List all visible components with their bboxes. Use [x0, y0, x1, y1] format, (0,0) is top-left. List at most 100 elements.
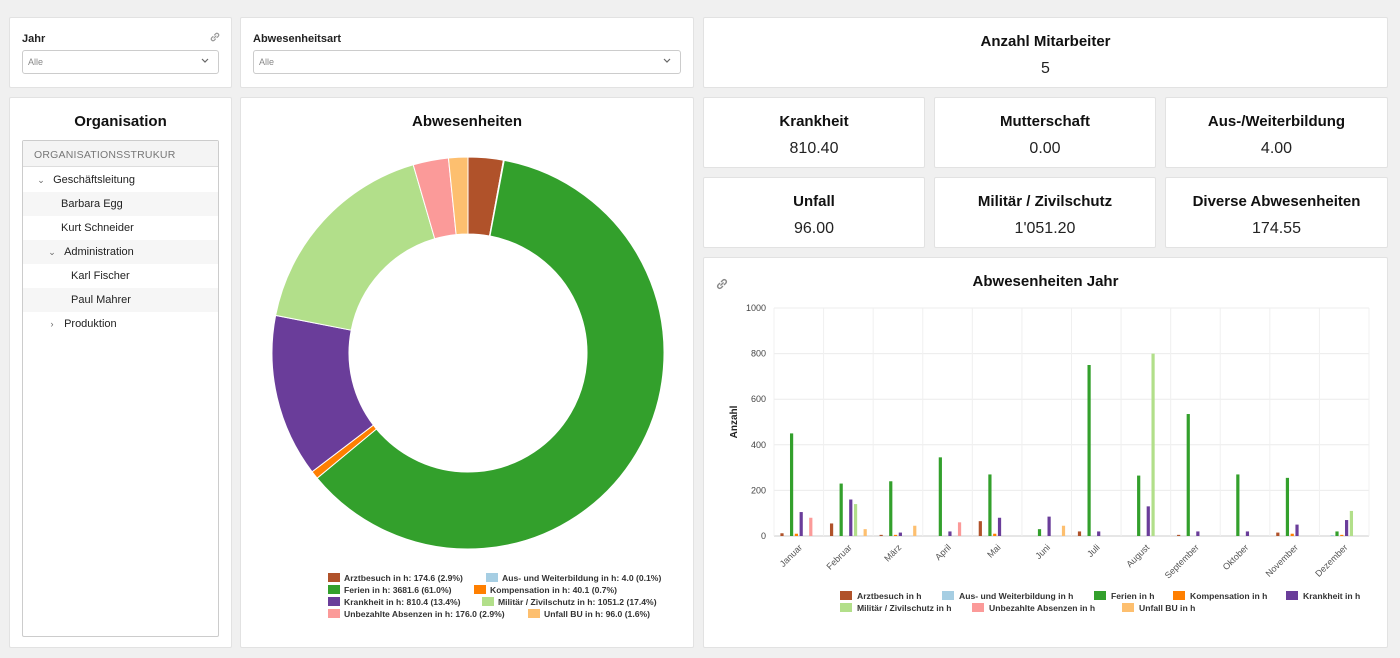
tree-node-paul-mahrer[interactable]: Paul Mahrer — [23, 288, 218, 312]
tree-node-administration[interactable]: ⌄ Administration — [23, 240, 218, 264]
legend-item[interactable]: Ferien in h — [1094, 591, 1154, 601]
legend-swatch — [474, 585, 486, 594]
bar[interactable] — [1037, 529, 1042, 536]
bar[interactable] — [789, 433, 794, 536]
bar[interactable] — [849, 499, 853, 536]
bar[interactable] — [1186, 414, 1190, 536]
bar[interactable] — [1340, 534, 1344, 536]
bar[interactable] — [948, 531, 952, 536]
bar[interactable] — [780, 533, 784, 536]
bar[interactable] — [1151, 353, 1155, 536]
y-tick-label: 1000 — [746, 303, 766, 313]
bar[interactable] — [1236, 474, 1240, 536]
bar[interactable] — [1087, 365, 1091, 536]
chevron-right-icon[interactable]: › — [50, 319, 54, 329]
legend-item[interactable]: Unfall BU in h — [1122, 603, 1195, 613]
bar[interactable] — [1245, 531, 1250, 536]
tree-node-label: Administration — [64, 246, 134, 258]
kpi-sickness-card: Krankheit 810.40 — [703, 97, 925, 168]
kpi-accident-value: 96.00 — [793, 220, 835, 237]
legend-item[interactable]: Krankheit in h — [1286, 591, 1360, 601]
legend-item[interactable]: Kompensation in h: 40.1 (0.7%) — [474, 585, 617, 595]
bar[interactable] — [863, 529, 867, 536]
tree-node-kurt-schneider[interactable]: Kurt Schneider — [23, 216, 218, 240]
donut-slice[interactable] — [316, 159, 665, 550]
bar[interactable] — [1349, 510, 1354, 536]
bar[interactable] — [997, 517, 1002, 536]
legend-item[interactable]: Aus- und Weiterbildung in h — [942, 591, 1073, 601]
kpi-military-title: Militär / Zivilschutz — [977, 193, 1113, 210]
legend-swatch — [1286, 591, 1298, 600]
tree-node-geschaeftsleitung[interactable]: ⌄ Geschäftsleitung — [23, 168, 218, 192]
tree-node-barbara-egg[interactable]: Barbara Egg — [23, 192, 218, 216]
bar[interactable] — [1146, 506, 1150, 536]
legend-item[interactable]: Militär / Zivilschutz in h — [840, 603, 952, 613]
bar[interactable] — [1196, 531, 1200, 536]
bar[interactable] — [1097, 531, 1101, 536]
absence-type-select[interactable]: Alle — [253, 50, 681, 74]
year-select[interactable]: Alle — [22, 50, 219, 74]
bar[interactable] — [913, 525, 917, 536]
legend-item[interactable]: Unbezahlte Absenzen in h: 176.0 (2.9%) — [328, 609, 505, 619]
tree-node-produktion[interactable]: › Produktion — [23, 312, 218, 336]
bar[interactable] — [809, 517, 813, 536]
bar[interactable] — [938, 457, 942, 536]
bar[interactable] — [1047, 516, 1051, 536]
x-tick-label: Januar — [778, 542, 805, 569]
donut-title: Abwesenheiten — [411, 113, 523, 130]
legend-label: Aus- und Weiterbildung in h: 4.0 (0.1%) — [502, 573, 662, 583]
bar[interactable] — [1335, 531, 1339, 536]
x-tick-label: September — [1163, 542, 1201, 580]
bar[interactable] — [1077, 531, 1082, 536]
bar[interactable] — [1285, 477, 1290, 536]
kpi-accident-title: Unfall — [793, 193, 835, 210]
legend-item[interactable]: Ferien in h: 3681.6 (61.0%) — [328, 585, 451, 595]
bar[interactable] — [988, 474, 992, 536]
bar[interactable] — [893, 534, 898, 536]
bar[interactable] — [853, 504, 858, 536]
legend-label: Unfall BU in h — [1139, 603, 1195, 613]
legend-item[interactable]: Aus- und Weiterbildung in h: 4.0 (0.1%) — [486, 573, 661, 583]
chevron-down-icon[interactable]: ⌄ — [48, 247, 56, 257]
bar[interactable] — [898, 532, 902, 536]
bar[interactable] — [839, 483, 843, 536]
bar[interactable] — [1290, 533, 1294, 536]
kpi-training-value: 4.00 — [1260, 140, 1293, 157]
bar[interactable] — [799, 512, 803, 536]
bar[interactable] — [829, 523, 834, 536]
legend-item[interactable]: Unbezahlte Absenzen in h — [972, 603, 1095, 613]
donut-slice[interactable] — [447, 156, 469, 236]
bar[interactable] — [1295, 524, 1299, 536]
bar[interactable] — [1177, 534, 1181, 536]
kpi-training-title: Aus-/Weiterbildung — [1207, 113, 1346, 130]
legend-item[interactable]: Militär / Zivilschutz in h: 1051.2 (17.4… — [482, 597, 657, 607]
donut-slice[interactable] — [275, 164, 436, 331]
bar[interactable] — [1345, 520, 1349, 536]
bar[interactable] — [1276, 532, 1280, 536]
legend-item[interactable]: Krankheit in h: 810.4 (13.4%) — [328, 597, 461, 607]
legend-swatch — [1122, 603, 1134, 612]
bar-chart: 0 200 400 600 800 1000 Anzahl Januar Februar März… — [729, 303, 1370, 613]
bar[interactable] — [794, 533, 798, 536]
legend-item[interactable]: Kompensation in h — [1173, 591, 1267, 601]
bar[interactable] — [978, 521, 982, 536]
legend-item[interactable]: Unfall BU in h: 96.0 (1.6%) — [528, 609, 650, 619]
bar[interactable] — [889, 481, 893, 536]
bar[interactable] — [993, 533, 997, 536]
x-tick-label: August — [1124, 542, 1151, 569]
bar[interactable] — [957, 522, 962, 536]
legend-item[interactable]: Arztbesuch in h — [840, 591, 921, 601]
bar[interactable] — [1137, 475, 1141, 536]
legend-swatch — [1173, 591, 1185, 600]
link-icon[interactable] — [715, 277, 729, 291]
bar[interactable] — [1061, 525, 1066, 536]
legend-swatch — [840, 603, 852, 612]
legend-label: Militär / Zivilschutz in h: 1051.2 (17.4… — [498, 597, 657, 607]
bar[interactable] — [879, 534, 883, 536]
chevron-down-icon[interactable]: ⌄ — [37, 175, 45, 185]
legend-swatch — [1094, 591, 1106, 600]
link-icon[interactable] — [209, 31, 221, 43]
legend-item[interactable]: Arztbesuch in h: 174.6 (2.9%) — [328, 573, 463, 583]
tree-node-karl-fischer[interactable]: Karl Fischer — [23, 264, 218, 288]
bar[interactable] — [1330, 535, 1334, 536]
